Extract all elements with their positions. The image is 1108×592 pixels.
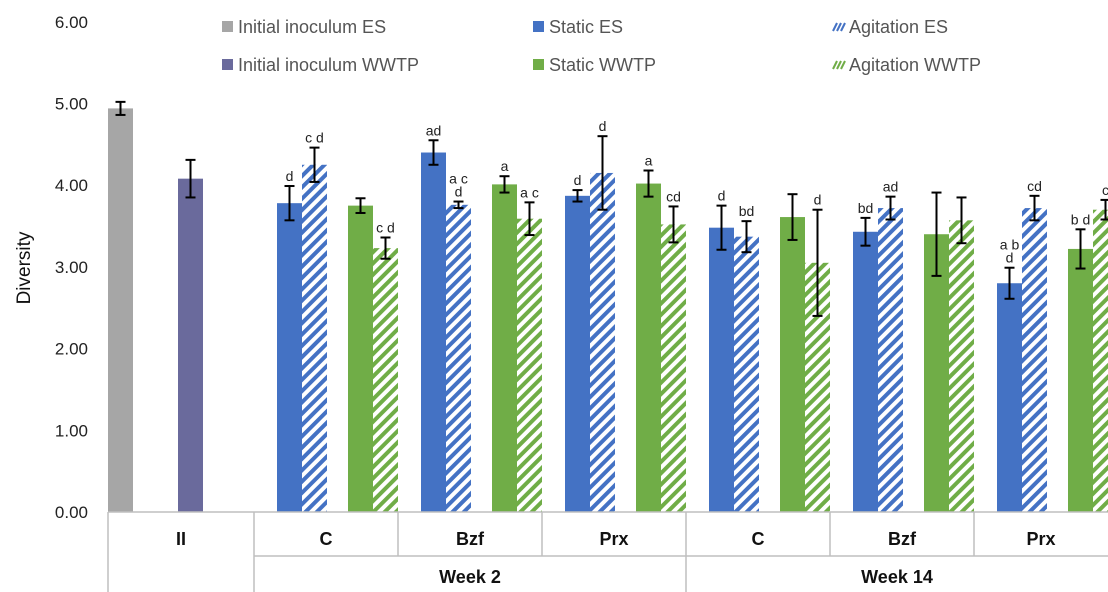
bar [949,220,974,512]
legend-item: Static WWTP [533,55,656,75]
significance-label: a c [449,171,468,187]
significance-label: a [645,152,653,168]
y-tick-label: 4.00 [55,176,88,195]
legend-label: Initial inoculum ES [238,17,386,37]
x-axis: II C Bzf Prx C Bzf Prx Week 2 Week 14 [107,511,1108,592]
bar [373,248,398,512]
legend: Initial inoculum ES Static ES Agitation ES… [222,17,981,75]
legend-swatch [832,60,838,70]
legend-label: Static WWTP [549,55,656,75]
legend-item: Agitation ES [832,17,948,37]
legend-swatch [840,60,846,70]
legend-item: Agitation WWTP [832,55,981,75]
category-label: II [176,529,186,549]
significance-label: bd [858,200,874,216]
bar [565,195,590,513]
category-label: Bzf [888,529,917,549]
category-label: Prx [1026,529,1055,549]
bar [709,227,734,512]
bar [780,217,805,513]
significance-label: d [814,192,822,208]
legend-swatch [533,21,544,32]
bar [636,183,661,513]
significance-label: d [1006,250,1014,266]
y-tick-label: 1.00 [55,421,88,440]
significance-label: d [455,184,463,200]
category-label: Prx [599,529,628,549]
legend-swatch [836,60,842,70]
significance-label: c [1102,182,1108,198]
bar [302,164,327,512]
bar [878,208,903,513]
legend-label: Initial inoculum WWTP [238,55,419,75]
legend-item: Initial inoculum WWTP [222,55,419,75]
bar [446,204,471,513]
bar [1093,209,1108,512]
y-axis: 0.00 1.00 2.00 3.00 4.00 5.00 6.00 [55,13,88,522]
significance-label: cd [1027,178,1042,194]
bar [108,108,133,512]
bar [590,172,615,512]
significance-label: d [574,172,582,188]
bar [997,283,1022,512]
legend-swatch [533,59,544,70]
category-label: Bzf [456,529,485,549]
significance-label: ad [426,122,442,138]
bar [853,231,878,513]
legend-swatch [222,59,233,70]
bar [734,236,759,512]
significance-label: d [599,118,607,134]
legend-swatch [832,22,838,32]
bar [348,205,373,512]
significance-label: a b [1000,237,1020,253]
bar [517,218,542,512]
significance-label: b d [1071,211,1090,227]
category-label: C [320,529,333,549]
legend-item: Static ES [533,17,623,37]
y-axis-title: Diversity [14,231,35,304]
category-label: C [752,529,765,549]
group-label: Week 2 [439,567,501,587]
bar [924,234,949,512]
bar [421,152,446,512]
significance-label: c d [305,130,324,146]
significance-label: c d [376,219,395,235]
legend-swatch [840,22,846,32]
y-tick-label: 3.00 [55,258,88,277]
y-tick-label: 5.00 [55,95,88,114]
y-tick-label: 2.00 [55,340,88,359]
legend-label: Agitation WWTP [849,55,981,75]
bar [277,203,302,512]
significance-label: d [286,168,294,184]
legend-swatch [222,21,233,32]
bar [178,178,203,512]
significance-label: cd [666,188,681,204]
legend-label: Agitation ES [849,17,948,37]
bar [1068,248,1093,512]
legend-item: Initial inoculum ES [222,17,386,37]
bar [492,184,517,512]
significance-label: ad [883,179,899,195]
y-tick-label: 6.00 [55,13,88,32]
group-label: Week 14 [861,567,933,587]
significance-label: bd [739,203,755,219]
bar [1022,208,1047,513]
bar [661,224,686,512]
significance-label: a c [520,184,539,200]
y-tick-label: 0.00 [55,503,88,522]
significance-label: d [718,188,726,204]
legend-label: Static ES [549,17,623,37]
significance-label: a [501,158,509,174]
legend-swatch [836,22,842,32]
